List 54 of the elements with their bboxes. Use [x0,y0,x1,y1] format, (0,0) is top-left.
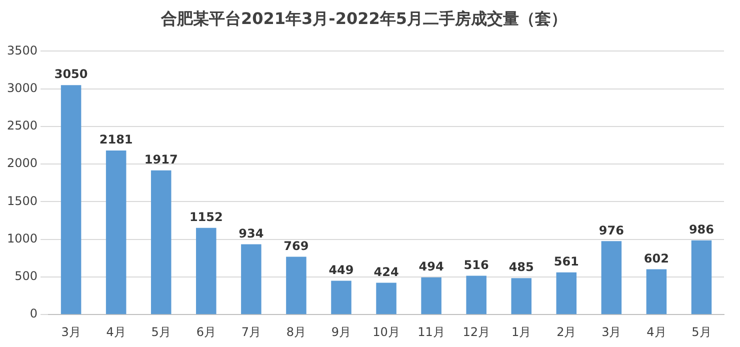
x-tick-label: 12月 [462,324,490,339]
x-tick-label: 3月 [61,324,81,339]
data-label: 602 [644,251,669,266]
data-label: 516 [464,258,489,272]
bar [511,278,532,314]
x-tick-label: 11月 [418,324,445,339]
y-tick-label: 500 [14,269,38,284]
bar [556,272,577,314]
data-label: 769 [284,238,309,253]
data-label: 424 [374,264,399,279]
data-label: 976 [598,223,624,238]
x-tick-label: 4月 [646,324,666,339]
bar [60,85,82,314]
bar [646,269,667,314]
data-label: 1152 [189,210,223,224]
x-tick-label: 10月 [372,324,400,339]
bar [466,276,486,314]
bar [601,241,622,314]
x-tick-label: 5月 [151,324,171,339]
x-tick-label: 8月 [286,324,306,339]
data-label: 986 [688,222,714,237]
data-label: 934 [238,226,264,240]
data-label: 449 [328,262,354,277]
bar [376,282,396,314]
chart-title: 合肥某平台2021年3月-2022年5月二手房成交量（套） [160,8,567,28]
x-tick-label: 7月 [241,324,261,339]
bar [331,280,352,314]
x-tick-label: 6月 [196,324,216,339]
x-tick-label: 4月 [106,324,126,339]
x-tick-label: 2月 [556,324,576,339]
bar [286,256,306,314]
bar [150,170,172,314]
y-tick-label: 1000 [6,231,38,246]
x-tick-label: 5月 [692,324,712,339]
data-label: 561 [554,254,579,269]
bar [241,244,262,314]
y-tick-label: 2000 [6,156,38,170]
x-tick-label: 1月 [512,324,532,339]
data-label: 3050 [54,67,88,82]
data-label: 494 [418,260,444,274]
y-tick-label: 0 [30,306,38,321]
x-tick-label: 3月 [602,324,622,339]
y-tick-label: 3500 [6,43,38,58]
y-tick-label: 3000 [6,80,38,95]
x-tick-label: 9月 [331,324,352,339]
bar [106,150,126,314]
bar [421,277,442,314]
data-label: 1917 [144,152,178,166]
y-tick-label: 1500 [6,194,38,208]
data-label: 485 [508,260,534,274]
bar [691,240,712,314]
bar [196,228,216,314]
data-label: 2181 [99,132,133,147]
y-tick-label: 2500 [6,118,38,133]
